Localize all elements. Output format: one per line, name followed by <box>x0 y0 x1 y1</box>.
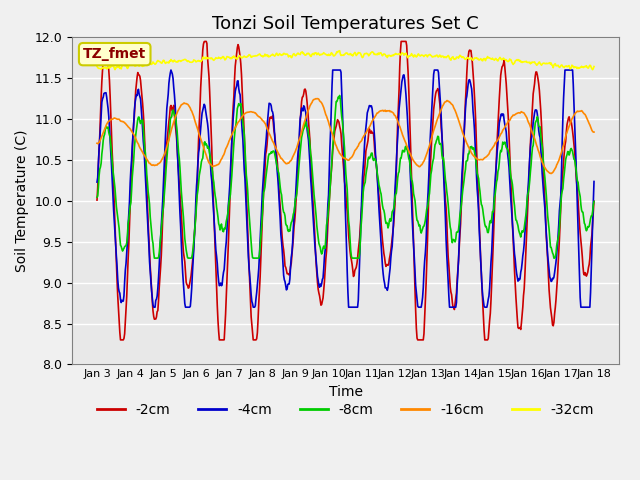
Legend: -2cm, -4cm, -8cm, -16cm, -32cm: -2cm, -4cm, -8cm, -16cm, -32cm <box>92 398 600 423</box>
X-axis label: Time: Time <box>328 385 362 399</box>
Title: Tonzi Soil Temperatures Set C: Tonzi Soil Temperatures Set C <box>212 15 479 33</box>
Text: TZ_fmet: TZ_fmet <box>83 47 147 61</box>
Y-axis label: Soil Temperature (C): Soil Temperature (C) <box>15 130 29 272</box>
